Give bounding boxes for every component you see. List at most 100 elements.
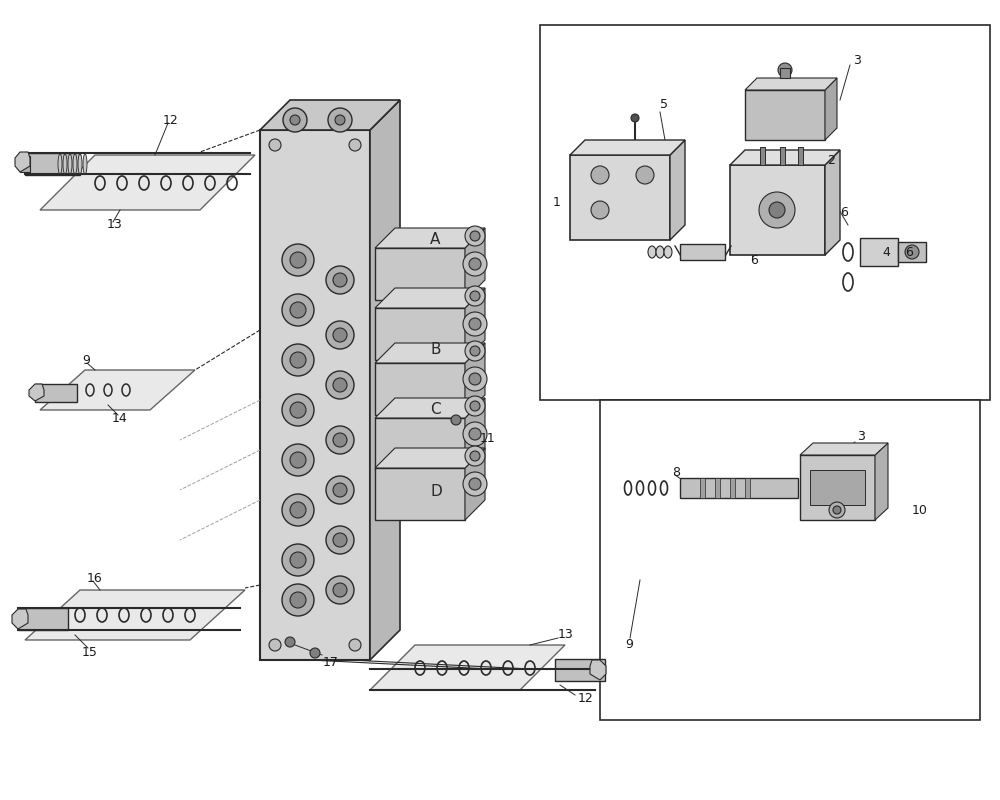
FancyBboxPatch shape	[860, 238, 898, 266]
Polygon shape	[465, 343, 485, 415]
FancyBboxPatch shape	[745, 90, 825, 140]
Circle shape	[282, 494, 314, 526]
Ellipse shape	[656, 246, 664, 258]
Circle shape	[290, 115, 300, 125]
Circle shape	[465, 226, 485, 246]
Circle shape	[326, 476, 354, 504]
Circle shape	[349, 639, 361, 651]
FancyBboxPatch shape	[375, 248, 465, 300]
Circle shape	[290, 302, 306, 318]
FancyBboxPatch shape	[800, 455, 875, 520]
Polygon shape	[465, 398, 485, 470]
Circle shape	[326, 371, 354, 399]
FancyBboxPatch shape	[540, 25, 990, 400]
FancyBboxPatch shape	[798, 147, 803, 165]
FancyBboxPatch shape	[760, 147, 765, 165]
Polygon shape	[825, 150, 840, 255]
Circle shape	[463, 312, 487, 336]
Text: 10: 10	[912, 503, 928, 517]
Text: 6: 6	[905, 246, 913, 258]
Text: 1: 1	[553, 195, 561, 209]
Polygon shape	[375, 398, 485, 418]
Text: 9: 9	[82, 354, 90, 366]
Ellipse shape	[58, 154, 62, 174]
Circle shape	[333, 273, 347, 287]
Polygon shape	[40, 370, 195, 410]
FancyBboxPatch shape	[375, 418, 465, 470]
FancyBboxPatch shape	[780, 68, 790, 78]
Circle shape	[463, 422, 487, 446]
Ellipse shape	[78, 154, 82, 174]
FancyBboxPatch shape	[260, 130, 370, 660]
Polygon shape	[375, 228, 485, 248]
Circle shape	[282, 444, 314, 476]
Circle shape	[470, 451, 480, 461]
Circle shape	[833, 506, 841, 514]
Circle shape	[465, 446, 485, 466]
Circle shape	[333, 433, 347, 447]
Text: D: D	[430, 485, 442, 499]
Text: 12: 12	[163, 114, 179, 126]
FancyBboxPatch shape	[715, 478, 720, 498]
Circle shape	[333, 583, 347, 597]
Circle shape	[470, 346, 480, 356]
Text: 5: 5	[660, 98, 668, 111]
Text: 16: 16	[87, 571, 103, 585]
Circle shape	[290, 252, 306, 268]
Text: 13: 13	[558, 629, 574, 642]
Circle shape	[282, 344, 314, 376]
Circle shape	[636, 166, 654, 184]
FancyBboxPatch shape	[730, 165, 825, 255]
Circle shape	[905, 245, 919, 259]
Circle shape	[290, 402, 306, 418]
FancyBboxPatch shape	[745, 478, 750, 498]
Ellipse shape	[648, 246, 656, 258]
Circle shape	[469, 478, 481, 490]
FancyBboxPatch shape	[35, 384, 77, 402]
FancyBboxPatch shape	[375, 468, 465, 520]
FancyBboxPatch shape	[680, 478, 798, 498]
FancyBboxPatch shape	[20, 156, 30, 172]
Circle shape	[282, 294, 314, 326]
Polygon shape	[570, 140, 685, 155]
Circle shape	[469, 373, 481, 385]
Circle shape	[463, 252, 487, 276]
Text: 8: 8	[672, 466, 680, 478]
Circle shape	[333, 533, 347, 547]
Polygon shape	[670, 140, 685, 240]
Polygon shape	[15, 152, 30, 172]
Circle shape	[451, 415, 461, 425]
Circle shape	[829, 502, 845, 518]
Ellipse shape	[68, 154, 72, 174]
Circle shape	[290, 552, 306, 568]
Circle shape	[591, 201, 609, 219]
Ellipse shape	[63, 154, 67, 174]
Circle shape	[469, 258, 481, 270]
Circle shape	[326, 266, 354, 294]
Polygon shape	[590, 660, 606, 680]
Circle shape	[465, 396, 485, 416]
Text: 14: 14	[112, 411, 128, 425]
Text: 11: 11	[480, 431, 496, 445]
Circle shape	[591, 166, 609, 184]
Circle shape	[469, 318, 481, 330]
Polygon shape	[40, 155, 255, 210]
Circle shape	[282, 394, 314, 426]
Polygon shape	[25, 590, 245, 640]
Circle shape	[326, 426, 354, 454]
FancyBboxPatch shape	[555, 659, 605, 681]
Circle shape	[269, 639, 281, 651]
Circle shape	[769, 202, 785, 218]
FancyBboxPatch shape	[780, 147, 785, 165]
FancyBboxPatch shape	[600, 400, 980, 720]
Polygon shape	[875, 443, 888, 520]
Text: 15: 15	[82, 646, 98, 658]
FancyBboxPatch shape	[810, 470, 865, 505]
Circle shape	[333, 328, 347, 342]
Text: 4: 4	[882, 246, 890, 258]
Polygon shape	[375, 343, 485, 363]
Circle shape	[326, 526, 354, 554]
Circle shape	[335, 115, 345, 125]
Circle shape	[290, 352, 306, 368]
Polygon shape	[465, 448, 485, 520]
